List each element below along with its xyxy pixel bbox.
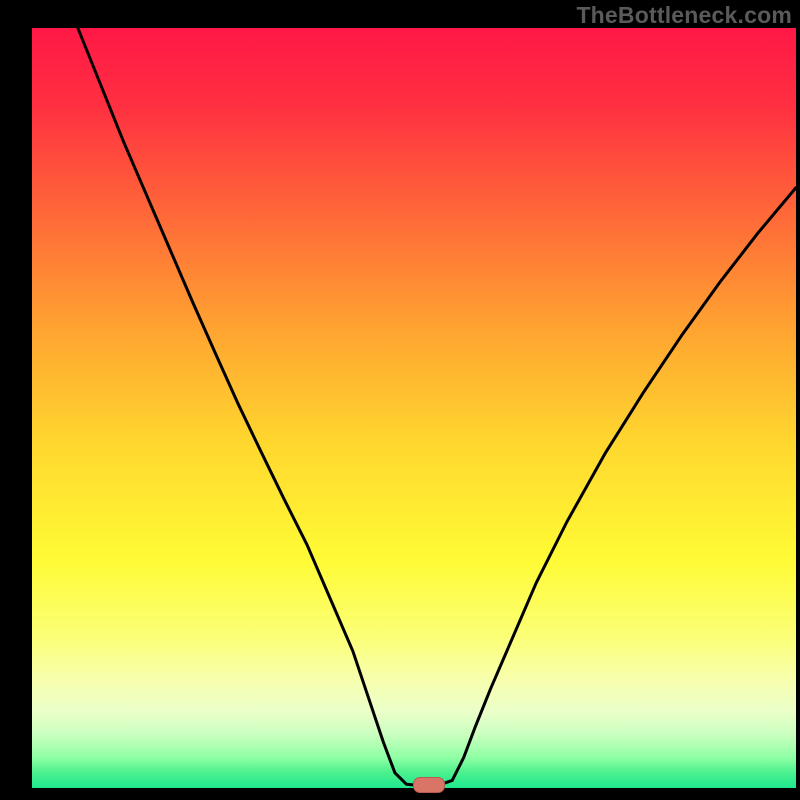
watermark-text: TheBottleneck.com (576, 2, 792, 29)
optimal-point-marker (413, 777, 445, 792)
plot-area (32, 28, 796, 788)
bottleneck-curve (32, 28, 796, 788)
chart-frame: TheBottleneck.com (0, 0, 800, 800)
